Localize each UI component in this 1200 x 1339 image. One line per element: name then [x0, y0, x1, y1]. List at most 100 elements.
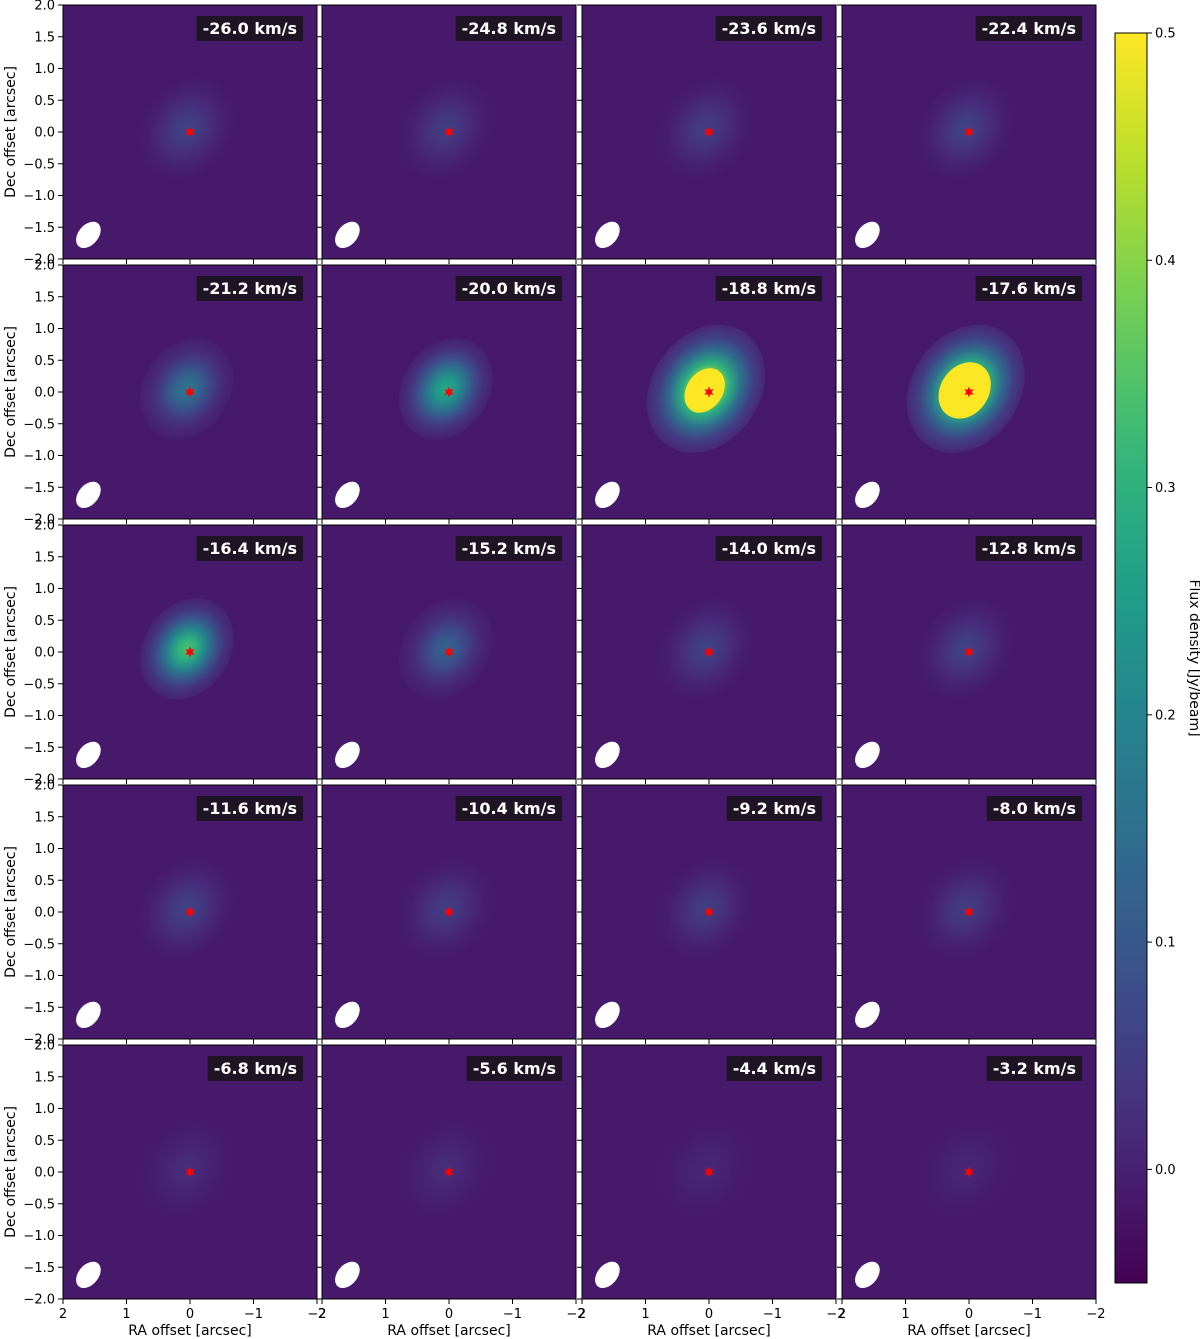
y-tick-label: 0.0 — [34, 126, 55, 141]
y-tick-label: 2.0 — [34, 259, 55, 274]
velocity-label: -16.4 km/s — [196, 536, 303, 561]
y-tick-label: −2.0 — [23, 1033, 55, 1048]
channel-panel: -9.2 km/s — [577, 784, 837, 1044]
velocity-label-box — [196, 536, 303, 561]
y-tick-label: −1.5 — [23, 481, 55, 496]
velocity-label-text: -15.2 km/s — [462, 539, 556, 558]
channel-panel: -8.0 km/s — [837, 784, 1097, 1044]
beam-ellipse — [595, 1261, 620, 1289]
y-tick-label: −0.5 — [23, 417, 55, 432]
velocity-label-box — [196, 16, 303, 41]
velocity-label-box — [455, 16, 562, 41]
velocity-label: -9.2 km/s — [726, 796, 822, 821]
emission-blob — [658, 858, 753, 960]
y-tick-label: −1.5 — [23, 1261, 55, 1276]
beam-ellipse — [335, 1001, 360, 1029]
beam-ellipse — [335, 1261, 360, 1289]
channel-panel: -16.4 km/s 2.0 1.5 1.0 0.5 0.0 −0.5 −1.0 −1.5 −2.… — [3, 519, 318, 788]
star-marker — [444, 646, 454, 658]
colorbar-tick-label: 0.4 — [1155, 254, 1176, 269]
x-tick-label: 2 — [59, 1307, 67, 1322]
x-tick-label: 0 — [705, 1307, 713, 1322]
channel-panel: -17.6 km/s — [837, 264, 1097, 524]
y-tick-label: 0.5 — [34, 94, 55, 109]
emission-blob — [139, 1118, 234, 1220]
velocity-label-box — [975, 276, 1082, 301]
beam-ellipse — [76, 221, 101, 249]
velocity-label-text: -11.6 km/s — [203, 799, 297, 818]
star-marker — [964, 646, 974, 658]
x-tick-label: 1 — [901, 1307, 909, 1322]
x-axis-label: RA offset [arcsec] — [128, 1323, 252, 1339]
velocity-label-box — [455, 536, 562, 561]
velocity-label-text: -24.8 km/s — [462, 19, 556, 38]
star-marker — [185, 126, 195, 138]
y-tick-label: −0.5 — [23, 1197, 55, 1212]
colorbar-tick-label: 0.1 — [1155, 936, 1176, 951]
emission-blob — [398, 858, 493, 960]
velocity-label-box — [196, 276, 303, 301]
y-tick-label: −1.0 — [23, 709, 55, 724]
velocity-label-box — [455, 276, 562, 301]
beam-ellipse — [595, 1001, 620, 1029]
channel-panel: -18.8 km/s — [577, 264, 837, 524]
colorbar-tick-label: 0.2 — [1155, 708, 1176, 723]
y-tick-label: 0.0 — [34, 906, 55, 921]
velocity-label: -3.2 km/s — [986, 1056, 1082, 1081]
y-tick-label: −2.0 — [23, 773, 55, 788]
channel-panel: -26.0 km/s 2.0 1.5 1.0 0.5 0.0 −0.5 −1.0 −1.5 −2.… — [3, 0, 318, 268]
star-marker — [964, 126, 974, 138]
y-tick-label: 2.0 — [34, 779, 55, 794]
y-tick-label: −1.0 — [23, 449, 55, 464]
beam-ellipse — [855, 481, 880, 509]
channel-panel: -21.2 km/s 2.0 1.5 1.0 0.5 0.0 −0.5 −1.0 −1.5 −2.… — [3, 259, 318, 528]
x-axis-label: RA offset [arcsec] — [907, 1323, 1031, 1339]
star-marker — [185, 646, 195, 658]
y-axis-label: Dec offset [arcsec] — [3, 586, 19, 718]
x-tick-label: −1 — [244, 1307, 263, 1322]
emission-blob — [918, 78, 1013, 180]
y-tick-label: 1.0 — [34, 1102, 55, 1117]
x-tick-label: 1 — [641, 1307, 649, 1322]
emission-blob — [918, 858, 1013, 960]
velocity-label-box — [975, 16, 1082, 41]
y-axis-label: Dec offset [arcsec] — [3, 66, 19, 198]
y-tick-label: −0.5 — [23, 937, 55, 952]
beam-ellipse — [335, 221, 360, 249]
channel-panel: -3.2 km/s 2 1 0 −1 −2 RA offset [arcsec] — [837, 1044, 1106, 1339]
saturated-core — [684, 368, 725, 413]
velocity-label-text: -9.2 km/s — [733, 799, 816, 818]
channel-panel: -20.0 km/s — [317, 264, 577, 524]
emission-blob — [398, 78, 493, 180]
x-tick-label: −2 — [1086, 1307, 1105, 1322]
velocity-label-text: -12.8 km/s — [982, 539, 1076, 558]
velocity-label-text: -5.6 km/s — [473, 1059, 556, 1078]
y-tick-label: −1.0 — [23, 189, 55, 204]
velocity-label-box — [466, 1056, 562, 1081]
y-tick-label: −1.0 — [23, 969, 55, 984]
velocity-label-text: -10.4 km/s — [462, 799, 556, 818]
saturated-core — [938, 362, 991, 419]
star-marker — [444, 906, 454, 918]
velocity-label-text: -4.4 km/s — [733, 1059, 816, 1078]
y-tick-label: 0.0 — [34, 646, 55, 661]
beam-ellipse — [855, 1001, 880, 1029]
star-marker — [704, 646, 714, 658]
velocity-label: -5.6 km/s — [466, 1056, 562, 1081]
x-tick-label: −1 — [1023, 1307, 1042, 1322]
y-axis-label: Dec offset [arcsec] — [3, 846, 19, 978]
y-tick-label: −2.0 — [23, 513, 55, 528]
x-axis-label: RA offset [arcsec] — [647, 1323, 771, 1339]
y-tick-label: 1.0 — [34, 582, 55, 597]
velocity-label-text: -20.0 km/s — [462, 279, 556, 298]
y-tick-label: 2.0 — [34, 0, 55, 14]
y-tick-label: 0.5 — [34, 874, 55, 889]
x-tick-label: 0 — [186, 1307, 194, 1322]
colorbar-tick-label: 0.0 — [1155, 1163, 1176, 1178]
velocity-label-box — [715, 536, 822, 561]
beam-ellipse — [76, 1001, 101, 1029]
emission-blob — [398, 338, 493, 440]
beam-ellipse — [76, 481, 101, 509]
y-tick-label: 0.5 — [34, 354, 55, 369]
